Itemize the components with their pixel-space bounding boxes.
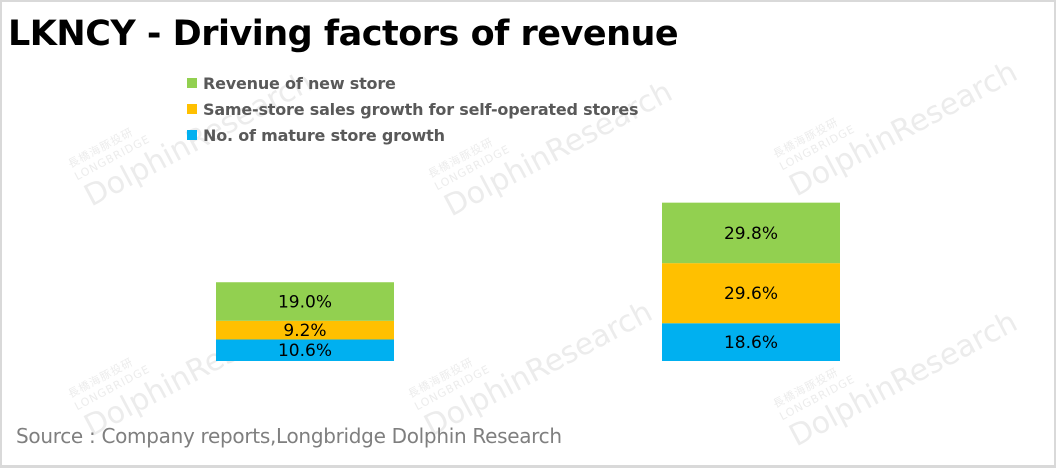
- legend-item-new-store: Revenue of new store: [187, 70, 638, 96]
- data-label: 19.0%: [278, 293, 332, 313]
- bar-segment-no-of-mature-store-growth: [662, 323, 840, 361]
- legend-label-mature-store: No. of mature store growth: [203, 125, 445, 145]
- data-label: 29.6%: [724, 284, 778, 304]
- legend: Revenue of new store Same-store sales gr…: [187, 70, 639, 148]
- bar-segment-no-of-mature-store-growth: [216, 339, 394, 361]
- legend-label-same-store: Same-store sales growth for self-operate…: [203, 99, 639, 119]
- legend-item-same-store: Same-store sales growth for self-operate…: [187, 96, 639, 122]
- legend-swatch-new-store: [187, 78, 197, 88]
- data-label: 10.6%: [278, 341, 332, 361]
- chart-title: LKNCY - Driving factors of revenue: [8, 14, 679, 54]
- legend-swatch-same-store: [187, 104, 197, 114]
- bar-stack-1: 10.6%9.2% 19.0%: [216, 282, 394, 361]
- legend-label-new-store: Revenue of new store: [203, 73, 396, 93]
- bar-segment-same-store-sales-growth-for-self-operated-stores: [216, 320, 394, 340]
- data-label: 9.2%: [283, 321, 326, 341]
- source-note: Source : Company reports,Longbridge Dolp…: [16, 424, 562, 448]
- data-label: 18.6%: [724, 333, 778, 353]
- legend-item-mature-store: No. of mature store growth: [187, 122, 638, 148]
- bar-segment-revenue-of-new-store: [216, 282, 394, 321]
- data-label: 29.8%: [724, 224, 778, 244]
- legend-swatch-mature-store: [187, 130, 197, 140]
- bar-segment-revenue-of-new-store: [662, 202, 840, 264]
- bar-stack-2: 18.6% 29.6% 29.8%: [662, 202, 840, 361]
- bar-segment-same-store-sales-growth-for-self-operated-stores: [662, 263, 840, 324]
